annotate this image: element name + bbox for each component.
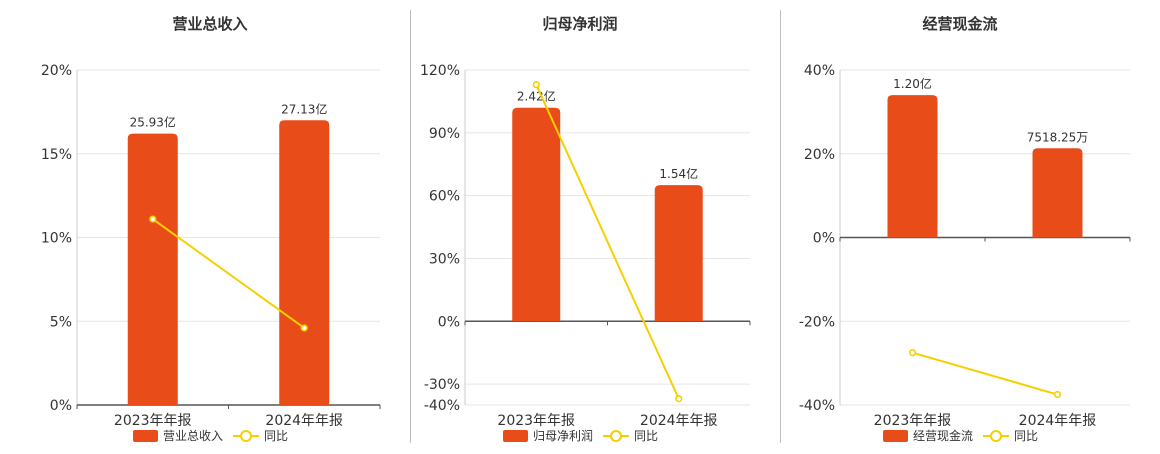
x-category-label: 2023年年报: [114, 413, 192, 429]
x-category-label: 2023年年报: [497, 413, 575, 429]
chart-title: 经营现金流: [922, 15, 997, 33]
x-category-label: 2023年年报: [874, 413, 952, 429]
x-category-label: 2024年年报: [640, 413, 718, 429]
bar-value-label: 25.93亿: [130, 115, 176, 130]
y-tick-label: 0%: [813, 231, 835, 247]
legend-bar-swatch: [133, 430, 158, 442]
yoy-line: [535, 84, 680, 400]
y-tick-label: -40%: [799, 398, 835, 414]
legend-line-label: 同比: [634, 429, 658, 443]
y-tick-label: -40%: [424, 398, 460, 414]
chart-title: 归母净利润: [542, 15, 617, 33]
x-category-label: 2024年年报: [1019, 413, 1097, 429]
y-tick-label: 10%: [41, 231, 72, 247]
y-tick-label: 120%: [420, 63, 460, 79]
y-tick-label: 0%: [438, 314, 460, 330]
bar: [279, 120, 330, 405]
bar: [1032, 148, 1083, 238]
bar-value-label: 27.13亿: [281, 101, 327, 116]
y-tick-label: 0%: [50, 398, 72, 414]
bar-value-label: 1.20亿: [893, 76, 932, 91]
yoy-point: [1053, 390, 1062, 399]
yoy-line: [912, 351, 1058, 396]
y-tick-label: -20%: [799, 314, 835, 330]
legend-line-marker: [610, 430, 622, 442]
panel-divider: [410, 10, 411, 443]
legend-bar-label: 经营现金流: [913, 428, 973, 443]
yoy-point: [300, 324, 308, 332]
chart-panel: 归母净利润 -40% -30% 0% 30% 60% 90% 120% 2023年年报 2024年…: [420, 15, 751, 443]
bar: [512, 107, 561, 322]
legend-bar-swatch: [503, 430, 528, 442]
y-tick-label: 60%: [429, 189, 460, 205]
legend-bar-label: 营业总收入: [163, 429, 223, 443]
y-tick-label: 20%: [41, 63, 72, 79]
bar: [887, 95, 938, 238]
legend-line-label: 同比: [1014, 429, 1038, 443]
yoy-point: [675, 395, 683, 403]
legend-bar-swatch: [883, 430, 908, 442]
y-tick-label: -30%: [424, 377, 460, 393]
chart-panel: 经营现金流 -40% -20% 0% 20% 40% 2023年年报 2024年年报 1.20亿…: [799, 15, 1131, 443]
yoy-point: [149, 215, 157, 223]
legend-line-marker: [240, 430, 252, 442]
y-tick-label: 5%: [50, 314, 72, 330]
legend-line-marker: [990, 430, 1002, 442]
bar-value-label: 1.54亿: [659, 166, 698, 181]
y-tick-label: 90%: [429, 126, 460, 142]
bar-value-label: 2.42亿: [517, 89, 556, 104]
chart-title: 营业总收入: [172, 15, 247, 33]
chart-panel: 营业总收入 0% 5% 10% 15% 20% 2023年年报 2024年年报 25.93亿 27…: [41, 15, 381, 443]
legend-line-label: 同比: [264, 429, 288, 443]
bar-value-label: 7518.25万: [1027, 130, 1089, 144]
y-tick-label: 40%: [804, 63, 835, 79]
legend-bar-label: 归母净利润: [533, 429, 593, 443]
yoy-point: [908, 349, 917, 357]
y-tick-label: 15%: [41, 147, 72, 163]
y-tick-label: 20%: [804, 147, 835, 163]
bar: [127, 133, 178, 405]
bar: [654, 185, 703, 322]
yoy-line: [152, 218, 305, 329]
y-tick-label: 30%: [429, 251, 460, 267]
panel-divider: [780, 10, 781, 443]
yoy-point: [532, 81, 540, 89]
x-category-label: 2024年年报: [265, 413, 343, 429]
